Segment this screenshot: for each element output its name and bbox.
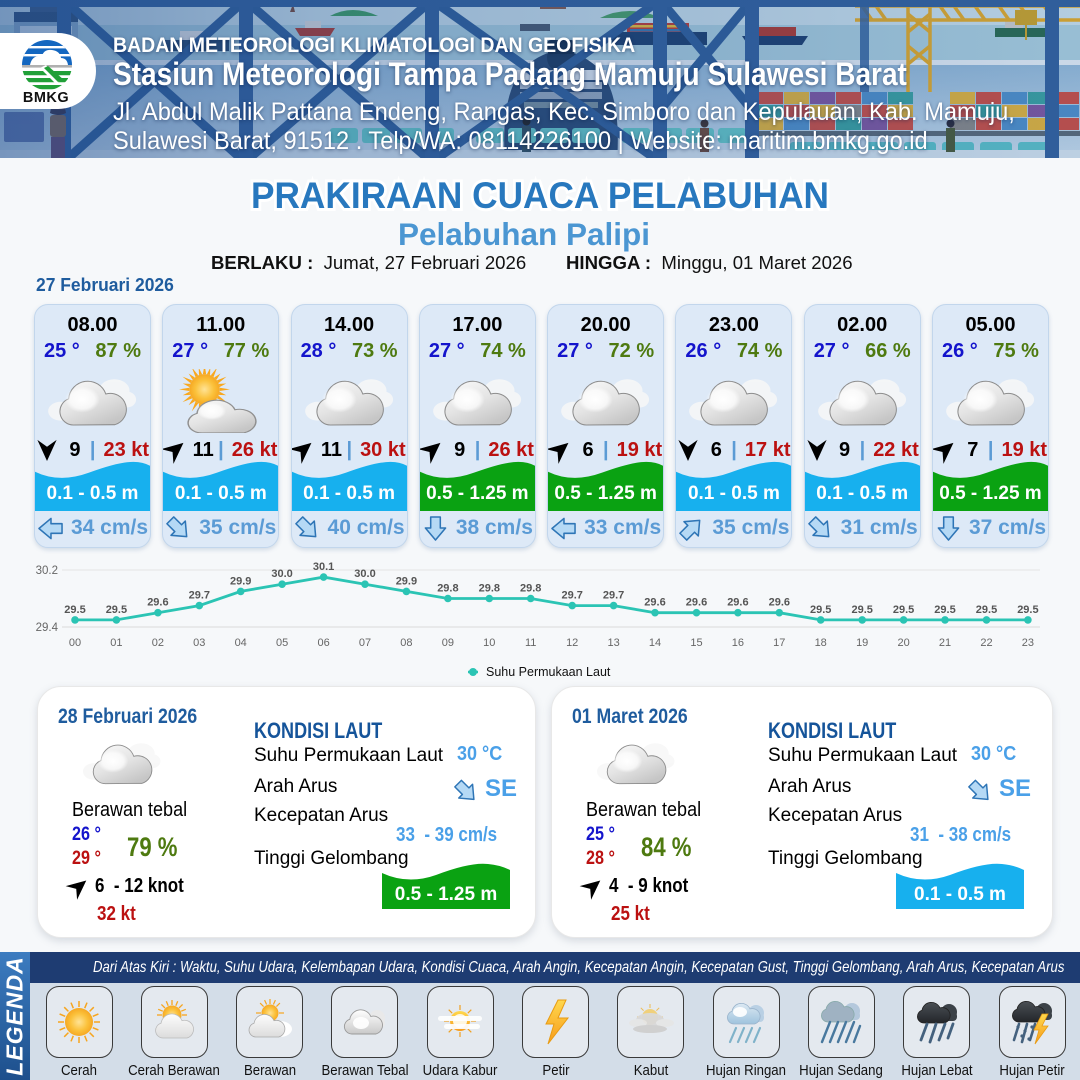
svg-text:15: 15: [690, 637, 702, 649]
svg-text:08: 08: [400, 637, 412, 649]
svg-text:30.1: 30.1: [313, 561, 334, 573]
svg-text:29.8: 29.8: [437, 583, 458, 595]
svg-text:29.8: 29.8: [479, 583, 500, 595]
svg-text:29.6: 29.6: [727, 597, 748, 609]
svg-text:16: 16: [732, 637, 744, 649]
svg-text:29.5: 29.5: [893, 604, 914, 616]
svg-text:29.5: 29.5: [810, 604, 831, 616]
svg-text:29.7: 29.7: [561, 590, 582, 602]
svg-text:18: 18: [815, 637, 827, 649]
svg-text:23: 23: [1022, 637, 1034, 649]
svg-text:05: 05: [276, 637, 288, 649]
svg-text:29.5: 29.5: [1017, 604, 1038, 616]
svg-text:29.9: 29.9: [396, 575, 417, 587]
svg-text:Suhu Permukaan Laut: Suhu Permukaan Laut: [486, 665, 611, 679]
svg-text:29.5: 29.5: [106, 604, 127, 616]
svg-text:00: 00: [69, 637, 81, 649]
svg-text:30.2: 30.2: [36, 565, 58, 577]
svg-text:29.5: 29.5: [64, 604, 85, 616]
svg-text:10: 10: [483, 637, 495, 649]
svg-text:30.0: 30.0: [271, 568, 292, 580]
svg-text:29.6: 29.6: [769, 597, 790, 609]
svg-text:03: 03: [193, 637, 205, 649]
svg-text:21: 21: [939, 637, 951, 649]
svg-text:29.8: 29.8: [520, 583, 541, 595]
svg-text:PRAKIRAAN CUACA PELABUHAN: PRAKIRAAN CUACA PELABUHAN: [251, 174, 829, 216]
svg-text:02: 02: [152, 637, 164, 649]
svg-text:09: 09: [442, 637, 454, 649]
svg-text:19: 19: [856, 637, 868, 649]
svg-text:29.6: 29.6: [147, 597, 168, 609]
svg-text:14: 14: [649, 637, 661, 649]
svg-text:29.5: 29.5: [976, 604, 997, 616]
svg-text:13: 13: [607, 637, 619, 649]
svg-text:22: 22: [980, 637, 992, 649]
svg-text:30.0: 30.0: [354, 568, 375, 580]
svg-text:11: 11: [525, 637, 536, 649]
svg-text:04: 04: [235, 637, 247, 649]
svg-text:29.6: 29.6: [644, 597, 665, 609]
svg-text:29.5: 29.5: [934, 604, 955, 616]
svg-text:29.9: 29.9: [230, 575, 251, 587]
svg-text:07: 07: [359, 637, 371, 649]
svg-text:20: 20: [897, 637, 909, 649]
svg-text:29.6: 29.6: [686, 597, 707, 609]
svg-text:29.7: 29.7: [603, 590, 624, 602]
svg-text:01: 01: [110, 637, 122, 649]
svg-text:12: 12: [566, 637, 578, 649]
svg-text:17: 17: [773, 637, 785, 649]
svg-text:29.7: 29.7: [189, 590, 210, 602]
svg-text:29.4: 29.4: [36, 622, 59, 634]
svg-text:06: 06: [317, 637, 329, 649]
svg-text:29.5: 29.5: [851, 604, 872, 616]
